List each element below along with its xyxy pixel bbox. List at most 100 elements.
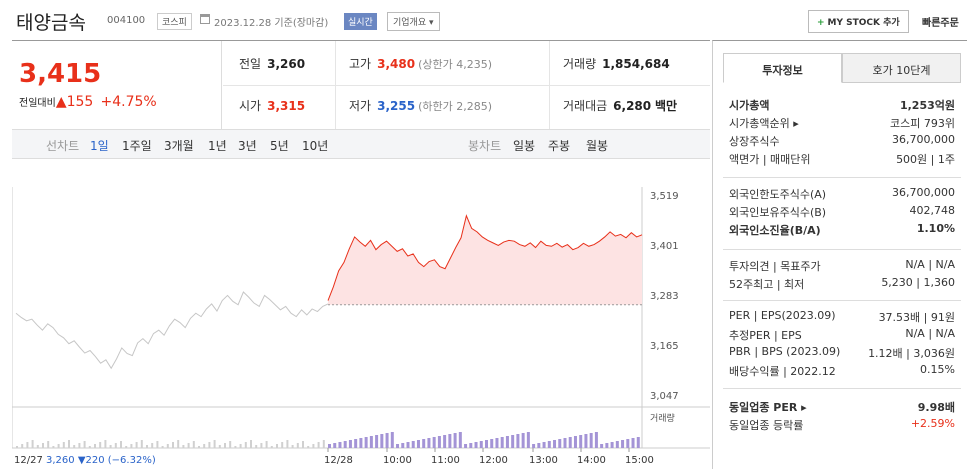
volume-bar (359, 438, 363, 448)
volume-bar (469, 443, 473, 448)
stock-name: 태양금속 (16, 12, 86, 34)
volume-bar (36, 445, 39, 448)
volume-bar (516, 434, 520, 448)
volume-bar (130, 444, 133, 448)
volume-bar (177, 440, 180, 448)
tab-orderbook[interactable]: 호가 10단계 (842, 53, 961, 83)
invest-row: 동일업종 등락률 +2.59% (729, 417, 955, 433)
tab-3m[interactable]: 3개월 (164, 139, 194, 153)
reference-date: 2023.12.28 기준(장마감) (214, 18, 329, 29)
x-tick-label: 15:00 (625, 455, 654, 466)
volume-legend: 거래량 (650, 412, 675, 424)
volume-bar (375, 435, 379, 448)
quick-order-link[interactable]: 빠른주문 (922, 18, 959, 29)
tab-1y[interactable]: 1년 (208, 139, 227, 153)
invest-row-value: N/A | N/A (905, 327, 955, 340)
tab-5y[interactable]: 5년 (270, 139, 289, 153)
invest-row: 외국인소진율(B/A) 1.10% (729, 222, 955, 238)
volume-bar (338, 442, 342, 448)
market-badge: 코스피 (157, 13, 192, 30)
tab-1w[interactable]: 1주일 (122, 139, 152, 153)
invest-row-value: 코스피 793위 (890, 117, 955, 130)
y-tick-label: 3,401 (650, 241, 679, 252)
volume-bar (270, 446, 273, 448)
prev-day-summary: 12/27 3,260 ▼220 (−6.32%) (14, 455, 156, 466)
invest-row-label: 외국인소진율(B/A) (729, 224, 821, 237)
volume-bar (532, 444, 536, 448)
volume-bar (260, 443, 263, 448)
volume-bar (146, 445, 148, 448)
volume-bar (291, 445, 294, 448)
volume-bar (380, 434, 384, 448)
volume-bar (610, 442, 614, 448)
invest-row-label: 외국인한도주식수(A) (729, 188, 827, 201)
prev-close: 전일 3,260 (239, 57, 306, 71)
invest-row: 액면가 | 매매단위 500원 | 1주 (729, 151, 955, 167)
volume-bar (615, 441, 619, 448)
invest-row-label: 동일업종 PER ▸ (729, 401, 807, 414)
volume-bar (322, 440, 325, 448)
main-panel: 3,415 전일대비▲155 +4.75% 전일 3,260 고가 3,480 (상한… (11, 40, 710, 469)
volume-bar (317, 442, 320, 448)
volume-bar (172, 442, 174, 448)
today-price-line (327, 214, 643, 301)
invest-row-value: 36,700,000 (892, 133, 955, 146)
volume-bar (573, 436, 577, 448)
volume-bar (558, 439, 562, 448)
volume-bar (505, 436, 509, 448)
invest-row-value: 1,253억원 (899, 99, 955, 112)
invest-row-label: PBR | BPS (2023.09) (729, 345, 841, 358)
volume-bar (198, 446, 200, 448)
volume-bar (151, 443, 154, 448)
tab-monthly[interactable]: 월봉 (586, 139, 609, 153)
volume-bar (490, 439, 494, 448)
invest-row: PER | EPS(2023.09) 37.53배 | 91원 (729, 309, 955, 325)
volume-bar (385, 433, 389, 448)
volume-bar (348, 440, 352, 448)
volume-bar (182, 445, 185, 448)
volume-bar (161, 446, 164, 448)
volume-bar (21, 444, 24, 448)
volume-bar (432, 437, 436, 448)
volume-bar (579, 435, 583, 448)
tab-invest-info[interactable]: 투자정보 (723, 53, 842, 83)
volume-bar (218, 445, 221, 448)
volume-bar (369, 436, 373, 448)
prev-day-line (15, 291, 329, 370)
invest-row: 외국인한도주식수(A) 36,700,000 (729, 186, 955, 202)
invest-row-label: 배당수익률 | 2022.12 (729, 365, 836, 378)
volume-bar (479, 441, 483, 448)
invest-row-value: 5,230 | 1,360 (881, 276, 955, 289)
current-price: 3,415 (19, 59, 102, 89)
volume-bar (229, 441, 232, 448)
change-label: 전일대비 (19, 98, 56, 109)
volume-bar (244, 442, 247, 448)
tab-10y[interactable]: 10년 (302, 139, 329, 153)
invest-row-value: N/A | N/A (905, 258, 955, 271)
volume-bar (401, 443, 405, 448)
stock-header: 태양금속 004100 코스피 2023.12.28 기준(장마감) 실시간 기… (0, 0, 967, 40)
volume-bar (626, 439, 630, 448)
calendar-icon (200, 14, 210, 24)
tab-daily[interactable]: 일봉 (513, 139, 536, 153)
tab-3y[interactable]: 3년 (238, 139, 257, 153)
add-mystock-button[interactable]: + MY STOCK 추가 (808, 10, 909, 33)
company-info-select[interactable]: 기업개요 ▾ (387, 12, 440, 31)
price-chart-svg: 3,519 3,401 3,283 3,165 3,047 거래량 12/28 10:00 11… (11, 187, 710, 466)
volume-bar (474, 442, 478, 448)
volume-bar (443, 435, 447, 448)
volume-bar (422, 439, 426, 448)
tab-weekly[interactable]: 주봉 (548, 139, 571, 153)
volume-bar (114, 443, 117, 448)
tab-1d[interactable]: 1일 (90, 139, 109, 153)
change-percent: +4.75% (100, 94, 157, 110)
volume-bar (296, 443, 299, 448)
realtime-button[interactable]: 실시간 (344, 13, 377, 30)
volume-bar (500, 437, 504, 448)
invest-row: 시가총액 1,253억원 (729, 97, 955, 113)
volume-bar (104, 440, 107, 448)
invest-row-value: +2.59% (910, 417, 955, 430)
x-tick-label: 12/28 (324, 455, 353, 466)
volume-bar (250, 440, 252, 448)
invest-row-value: 500원 | 1주 (896, 153, 955, 166)
